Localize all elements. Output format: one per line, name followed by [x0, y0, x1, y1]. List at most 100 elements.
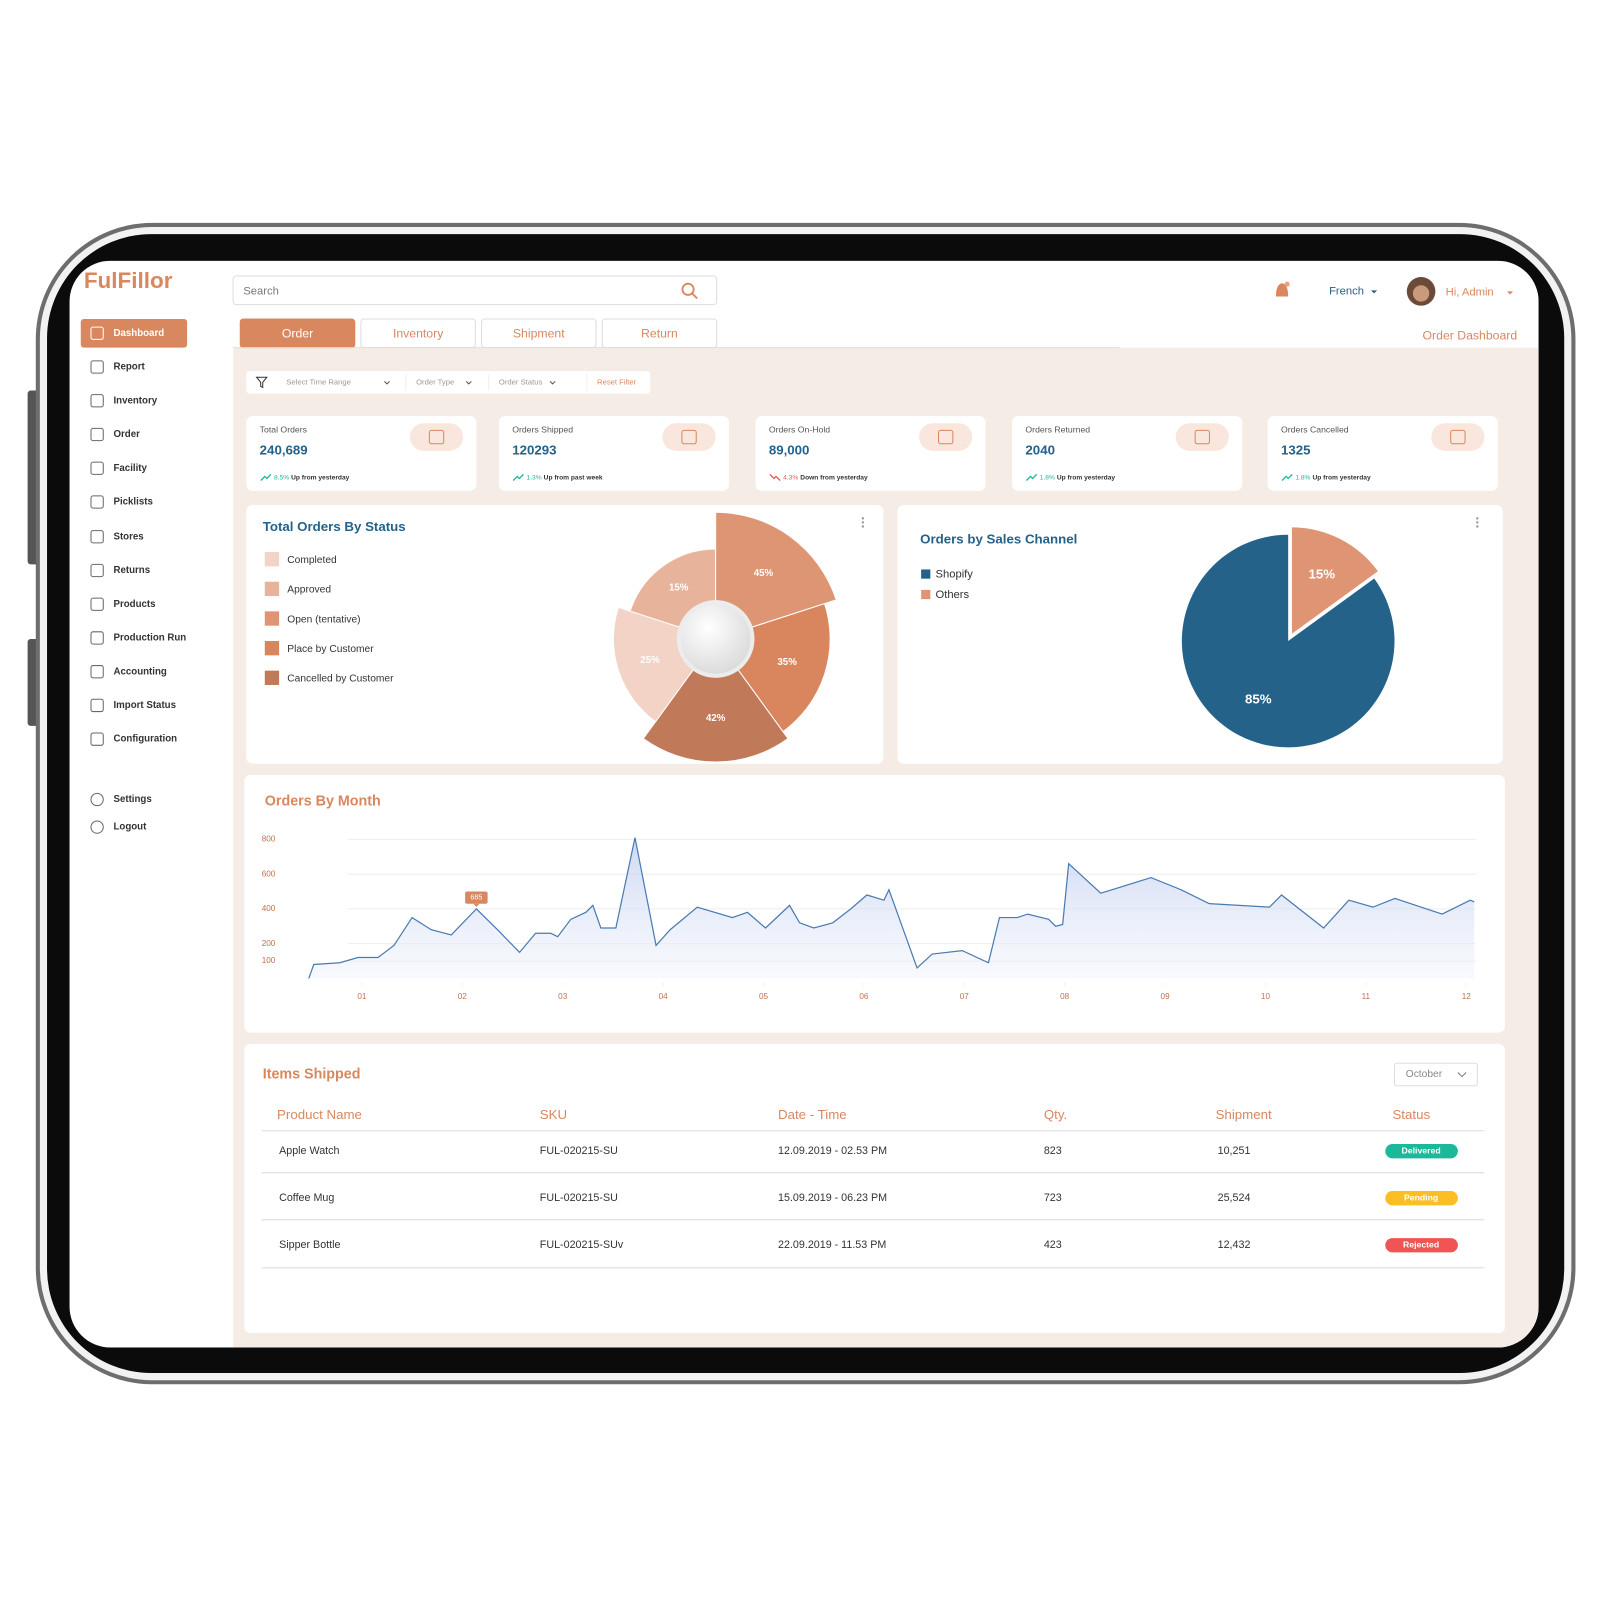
month-select-label: October: [1406, 1069, 1443, 1080]
table-card: [244, 1043, 1505, 1334]
value-label: 45%: [754, 568, 774, 579]
kpi-note: Up from yesterday: [291, 474, 349, 481]
search-box[interactable]: [232, 275, 718, 306]
table-cell: 10,251: [1218, 1145, 1251, 1157]
kpi-value: 2040: [1025, 442, 1055, 457]
user-name: Hi, Admin: [1446, 286, 1494, 298]
pie-slice: [1291, 527, 1378, 634]
legend-swatch: [921, 569, 931, 579]
y-tick-label: 800: [262, 835, 276, 844]
sidebar-item[interactable]: Stores: [113, 531, 143, 542]
month-select[interactable]: [1393, 1062, 1478, 1087]
sidebar-item[interactable]: Order: [113, 429, 140, 440]
table-cell: 12,432: [1218, 1239, 1251, 1251]
kpi-icon-bg: [409, 423, 464, 451]
table-cell: FUL-020215-SUv: [540, 1239, 624, 1251]
sidebar-item[interactable]: Products: [113, 599, 155, 610]
menu-dots[interactable]: [1476, 525, 1479, 528]
filter-icon: [255, 376, 268, 389]
x-tick-label: 05: [759, 992, 769, 1001]
sidebar-icon: [90, 326, 104, 340]
sidebar-item[interactable]: Facility: [113, 463, 147, 474]
value-label: 25%: [640, 655, 660, 666]
caret: [549, 380, 556, 385]
menu-dots[interactable]: [861, 525, 865, 528]
sidebar-icon: [90, 360, 104, 374]
x-tick-label: 02: [458, 992, 468, 1001]
x-tick-label: 08: [1060, 992, 1070, 1001]
sidebar-icon: [90, 461, 104, 475]
status-badge: [1385, 1144, 1458, 1159]
sidebar-item[interactable]: Import Status: [113, 700, 176, 711]
tab-label: Order: [282, 327, 313, 341]
sidebar-item[interactable]: Settings: [113, 794, 151, 805]
filter: Select Time Range: [286, 377, 351, 386]
kpi-trend: 8.5% Up from yesterday: [274, 474, 350, 481]
page-title: Order Dashboard: [1423, 329, 1518, 343]
y-tick-label: 600: [262, 869, 276, 878]
column-header: Date - Time: [778, 1107, 847, 1122]
sidebar-item[interactable]: Production Run: [113, 633, 186, 644]
sidebar-icon: [90, 530, 104, 544]
kpi-icon: [1194, 429, 1210, 445]
filter: Order Type: [416, 377, 454, 386]
filter-bar: [246, 371, 651, 394]
sidebar-icon: [90, 495, 104, 509]
table-cell: 15.09.2019 - 06.23 PM: [778, 1192, 887, 1204]
line: [308, 837, 1475, 979]
kpi-label: Orders On-Hold: [769, 425, 830, 435]
menu-dots[interactable]: [1476, 517, 1479, 520]
legend-swatch: [264, 611, 280, 626]
polar-hub: [676, 600, 755, 678]
sidebar-item[interactable]: Picklists: [113, 497, 152, 508]
sidebar-icon: [90, 698, 104, 713]
legend-swatch: [264, 641, 280, 656]
menu-dots[interactable]: [1476, 521, 1479, 524]
table-cell: 22.09.2019 - 11.53 PM: [778, 1239, 886, 1251]
legend-label: Open (tentative): [287, 614, 360, 625]
sidebar-icon: [90, 631, 104, 645]
menu-dots[interactable]: [861, 521, 865, 524]
sidebar-icon: [90, 427, 104, 442]
kpi-value: 1325: [1281, 442, 1311, 457]
table-cell: 723: [1044, 1192, 1062, 1204]
status-badge: [1385, 1191, 1458, 1206]
sidebar-item[interactable]: Logout: [113, 822, 147, 833]
kpi-icon: [1450, 429, 1466, 445]
legend-label: Others: [935, 589, 969, 601]
menu-dots[interactable]: [861, 517, 865, 520]
sidebar-icon: [90, 665, 104, 679]
y-tick-label: 200: [262, 939, 276, 948]
search-placeholder: Search: [243, 285, 279, 297]
language-select: French: [1329, 285, 1364, 297]
bell-icon[interactable]: [1275, 283, 1289, 297]
column-header: Shipment: [1216, 1107, 1272, 1122]
sidebar-item[interactable]: Inventory: [113, 395, 157, 406]
annotation: 685: [470, 894, 482, 902]
sidebar-item[interactable]: Configuration: [113, 734, 177, 745]
kpi-trend: 1.3% Up from past week: [527, 474, 603, 481]
sidebar-item[interactable]: Accounting: [113, 666, 166, 677]
tab-label: Shipment: [513, 327, 565, 341]
sidebar-item[interactable]: Report: [113, 362, 145, 373]
table-cell: Coffee Mug: [279, 1192, 334, 1204]
legend-swatch: [264, 670, 280, 685]
sidebar-icon: [90, 732, 104, 746]
kpi-note: Up from yesterday: [1312, 474, 1370, 481]
kpi-icon: [681, 429, 697, 445]
legend-label: Approved: [287, 585, 331, 596]
avatar-face: [1412, 285, 1430, 302]
sidebar-item[interactable]: Returns: [113, 565, 150, 576]
caret: [1370, 290, 1378, 294]
sidebar-item[interactable]: Dashboard: [113, 328, 164, 339]
x-tick-label: 01: [357, 992, 367, 1001]
caret: [384, 380, 390, 385]
x-tick-label: 10: [1261, 992, 1271, 1001]
legend-swatch: [921, 589, 931, 600]
kpi-label: Orders Cancelled: [1281, 425, 1349, 435]
trend-icon: [260, 473, 272, 481]
legend-label: Place by Customer: [287, 644, 374, 655]
kpi-value: 240,689: [260, 442, 308, 457]
y-tick-label: 400: [262, 904, 276, 913]
kpi-icon-bg: [1431, 423, 1485, 451]
